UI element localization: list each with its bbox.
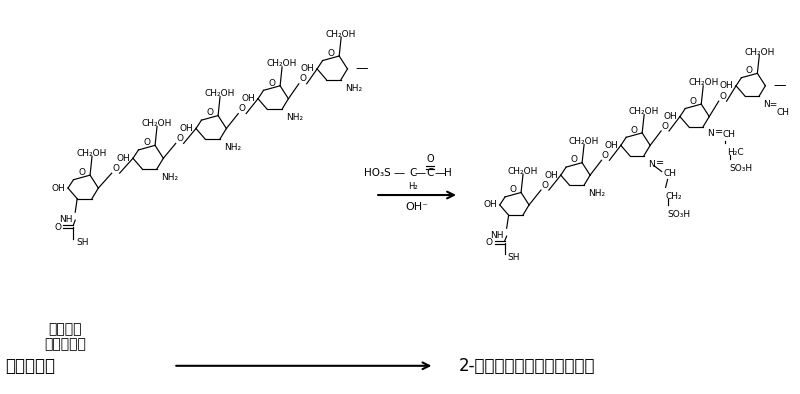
Text: HO₃S: HO₃S (364, 168, 391, 178)
Text: CH₂OH: CH₂OH (688, 78, 718, 87)
Text: CH₂OH: CH₂OH (205, 89, 235, 98)
Text: =: = (715, 127, 723, 137)
Text: CH₂OH: CH₂OH (629, 107, 659, 116)
Text: CH: CH (664, 169, 677, 178)
Text: CH₂OH: CH₂OH (77, 149, 107, 158)
Text: CH₂: CH₂ (666, 192, 682, 201)
Text: O: O (78, 168, 86, 177)
Text: SH: SH (508, 253, 520, 262)
Text: O: O (426, 154, 434, 164)
Text: O: O (238, 104, 246, 113)
Text: O: O (327, 49, 334, 58)
Text: O: O (602, 151, 609, 160)
Text: CH₂OH: CH₂OH (569, 137, 599, 146)
Text: O: O (542, 180, 549, 190)
Text: O: O (690, 97, 697, 106)
Text: CH₂OH: CH₂OH (326, 30, 356, 39)
Text: OH: OH (663, 112, 677, 121)
Text: NH₂: NH₂ (345, 84, 362, 93)
Text: —: — (434, 168, 446, 178)
Text: SO₃H: SO₃H (730, 164, 753, 173)
Text: H: H (444, 168, 452, 178)
Text: OH: OH (116, 154, 130, 163)
Text: O: O (176, 134, 183, 143)
Text: CH₂OH: CH₂OH (508, 167, 538, 176)
Text: 2-亚胺基乙醛磺酸巯基壳聚糖: 2-亚胺基乙醛磺酸巯基壳聚糖 (459, 357, 595, 375)
Text: N: N (707, 129, 714, 138)
Text: —: — (774, 79, 786, 92)
Text: O: O (54, 223, 62, 232)
Text: —: — (355, 62, 368, 75)
Text: —: — (394, 168, 405, 178)
Text: OH: OH (483, 201, 497, 210)
Text: OH⁻: OH⁻ (406, 202, 429, 212)
Text: O: O (510, 185, 517, 194)
Text: =: = (656, 158, 664, 169)
Text: CH₂OH: CH₂OH (142, 119, 172, 128)
Text: NH: NH (490, 231, 504, 240)
Text: SO₃H: SO₃H (667, 210, 690, 219)
Text: NH: NH (58, 215, 72, 224)
Text: O: O (662, 121, 669, 130)
Text: NH₂: NH₂ (224, 143, 241, 152)
Text: O: O (719, 92, 726, 101)
Text: O: O (486, 238, 493, 247)
Text: OH: OH (242, 94, 255, 103)
Text: O: O (206, 108, 214, 117)
Text: CH: CH (722, 130, 736, 139)
Text: H₂: H₂ (408, 182, 418, 191)
Text: OH: OH (544, 171, 558, 180)
Text: OH: OH (719, 81, 733, 90)
Text: O: O (299, 74, 306, 84)
Text: SH: SH (76, 238, 89, 247)
Text: N=: N= (763, 100, 778, 109)
Text: OH: OH (51, 184, 65, 193)
Text: O: O (570, 155, 578, 164)
Text: C: C (426, 168, 434, 178)
Text: CH₂OH: CH₂OH (744, 48, 774, 57)
Text: NH₂: NH₂ (588, 190, 605, 199)
Text: CH₂OH: CH₂OH (267, 59, 298, 69)
Text: 乙醛磺酸: 乙醛磺酸 (48, 322, 82, 336)
Text: N: N (648, 160, 654, 169)
Text: OH: OH (604, 141, 618, 150)
Text: O: O (112, 164, 119, 173)
Text: O: O (143, 138, 150, 147)
Text: H₂C: H₂C (726, 148, 743, 157)
Text: O: O (746, 66, 753, 75)
Text: 碱性条件下: 碱性条件下 (44, 337, 86, 351)
Text: O: O (630, 126, 638, 135)
Text: 疏基壳聚糖: 疏基壳聚糖 (6, 357, 55, 375)
Text: —: — (415, 168, 426, 178)
Text: OH: OH (300, 64, 314, 73)
Text: OH: OH (179, 124, 193, 133)
Text: NH₂: NH₂ (161, 173, 178, 182)
Text: NH₂: NH₂ (286, 113, 303, 122)
Text: O: O (268, 78, 275, 87)
Text: CH: CH (777, 108, 790, 117)
Text: C: C (409, 168, 416, 178)
